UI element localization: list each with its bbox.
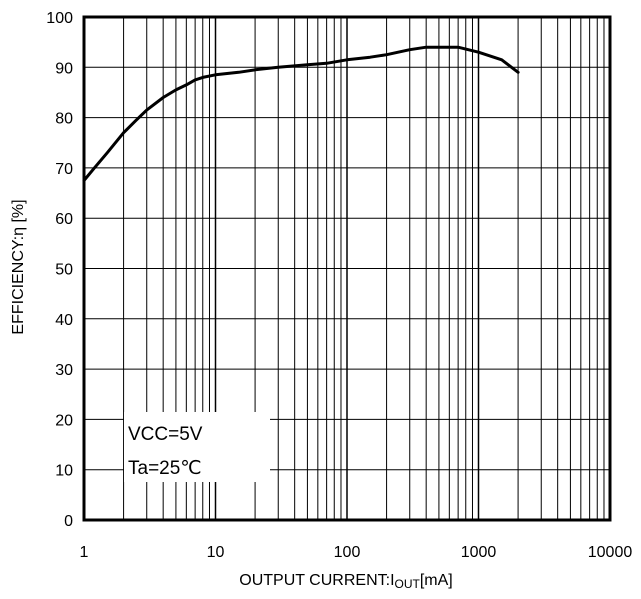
x-tick-label: 1000 [461, 544, 497, 561]
y-tick-label: 50 [55, 262, 73, 279]
x-axis-title-subscript: OUT [395, 577, 421, 591]
y-tick-label: 0 [64, 513, 73, 530]
plot-frame [82, 15, 612, 522]
y-tick-label: 70 [55, 161, 73, 178]
y-tick-label: 40 [55, 312, 73, 329]
annotation-text: Ta=25℃ [128, 458, 202, 479]
x-tick-label: 1 [80, 544, 89, 561]
annotation-box: VCC=5V Ta=25℃ [124, 412, 270, 482]
y-axis-title: EFFICIENCY:η [%] [10, 199, 27, 334]
series-group [82, 45, 520, 182]
efficiency-curve [82, 45, 520, 182]
annotation-background [124, 412, 270, 482]
y-tick-label: 90 [55, 60, 73, 77]
y-tick-label: 10 [55, 463, 73, 480]
x-axis-title-unit: [mA] [420, 572, 453, 589]
x-tick-label: 10000 [588, 544, 633, 561]
x-axis-title: OUTPUT CURRENT:IOUT[mA] [239, 572, 453, 591]
y-tick-label: 30 [55, 362, 73, 379]
x-tick-label: 100 [334, 544, 361, 561]
y-tick-label: 20 [55, 412, 73, 429]
annotation-text: VCC=5V [128, 424, 203, 445]
y-tick-label: 100 [46, 10, 73, 27]
x-axis-title-main: OUTPUT CURRENT:I [239, 572, 394, 589]
y-tick-label: 80 [55, 111, 73, 128]
y-tick-label: 60 [55, 211, 73, 228]
x-tick-label: 10 [207, 544, 225, 561]
